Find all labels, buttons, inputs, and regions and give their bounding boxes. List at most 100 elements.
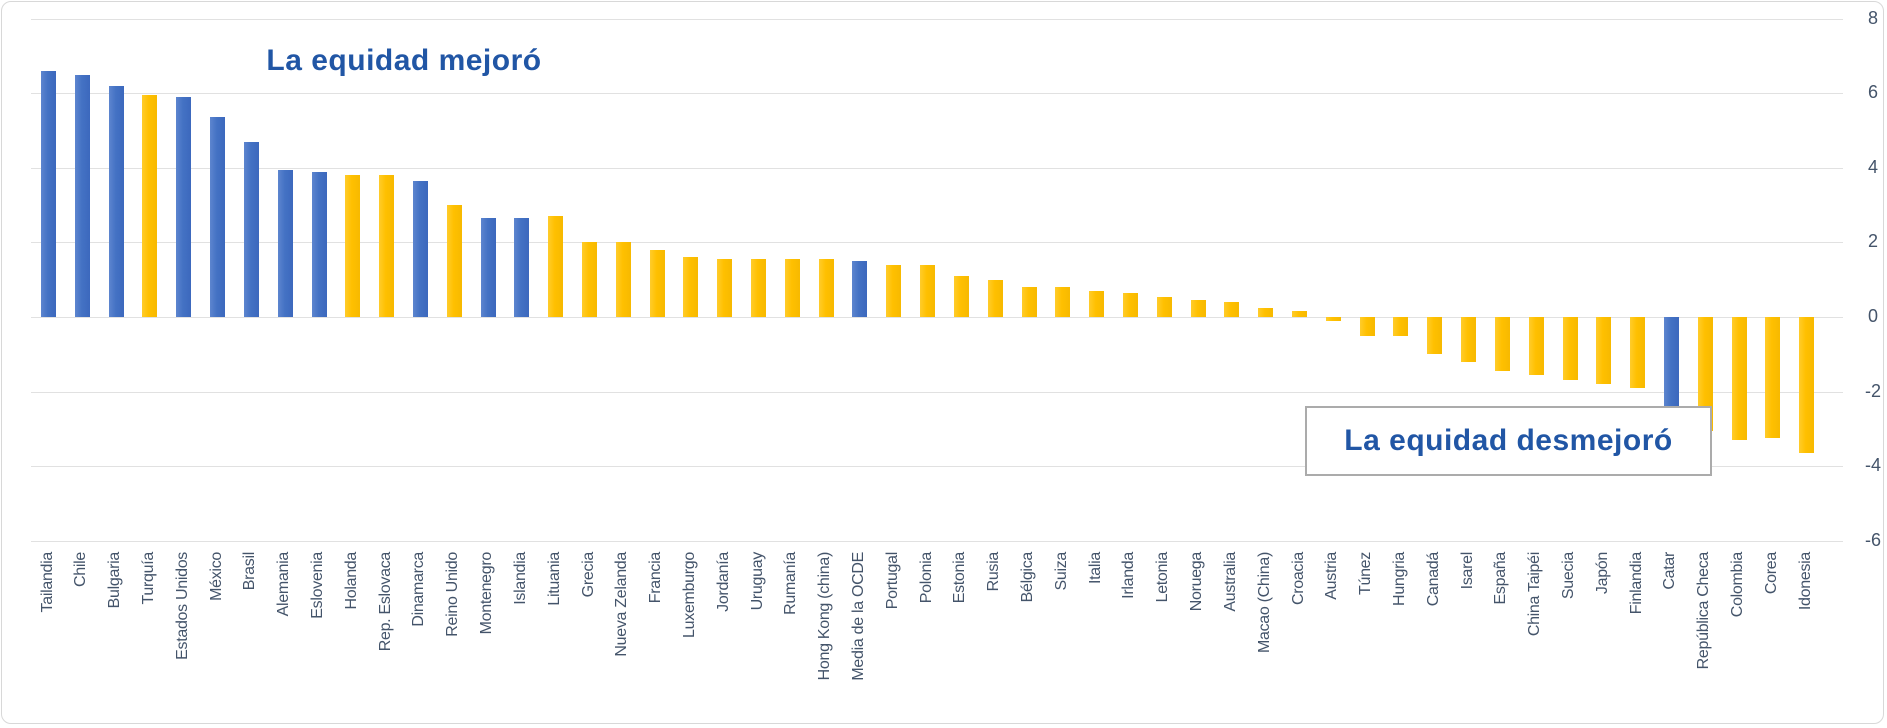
bar-uruguay — [751, 259, 766, 317]
bar-dinamarca — [412, 180, 428, 317]
x-label-lituania: Lituania — [545, 552, 563, 606]
x-label-china-taip-i: China Taipéi — [1526, 552, 1544, 637]
x-label-holanda: Holanda — [342, 552, 360, 610]
x-label-macao-china-: Macao (China) — [1255, 552, 1273, 654]
x-label-alemania: Alemania — [275, 552, 293, 617]
bar-polonia — [920, 264, 936, 317]
x-label-corea: Corea — [1762, 552, 1780, 595]
bar-montenegro — [480, 218, 496, 317]
y-tick-label: 0 — [1867, 306, 1878, 326]
bar-suecia — [1562, 317, 1578, 381]
bar-finlandia — [1630, 317, 1646, 388]
x-label-rusia: Rusia — [985, 552, 1003, 592]
bar-chile — [74, 74, 90, 317]
bar-ruman-a — [784, 259, 800, 317]
x-label-grecia: Grecia — [579, 552, 597, 598]
y-tick-label: -4 — [1864, 455, 1881, 476]
bar-t-nez — [1359, 317, 1375, 336]
x-label-rep-blica-checa: República Checa — [1695, 552, 1713, 670]
x-label-media-de-la-ocde: Media de la OCDE — [849, 552, 867, 681]
bar-jordan-a — [717, 259, 733, 317]
bar-italia — [1089, 290, 1105, 317]
bar-espa-a — [1494, 317, 1510, 372]
gridline-y4 — [31, 167, 1843, 169]
x-label-finlandia: Finlandia — [1627, 552, 1645, 615]
bar-alemania — [277, 169, 293, 317]
y-tick-label: 8 — [1867, 7, 1878, 28]
bar-hungria — [1393, 317, 1409, 336]
bar-turqu-a — [142, 95, 158, 317]
bar-isarel — [1461, 317, 1476, 362]
x-label-t-nez: Túnez — [1357, 552, 1375, 595]
x-label-austria: Austria — [1323, 552, 1341, 600]
y-tick-label: 4 — [1867, 156, 1878, 177]
x-label-italia: Italia — [1086, 552, 1104, 584]
bar-austria — [1325, 317, 1341, 321]
bar-idonesia — [1799, 317, 1815, 454]
gridline-y2 — [31, 242, 1843, 244]
x-label-turqu-a: Turquía — [139, 552, 157, 605]
x-label-m-xico: México — [207, 552, 225, 601]
x-label-dinamarca: Dinamarca — [410, 552, 428, 627]
annotation-equity-improved: La equidad mejoró — [266, 44, 542, 77]
x-label-francia: Francia — [647, 552, 665, 604]
gridline-y8 — [31, 18, 1843, 20]
x-label-montenegro: Montenegro — [478, 552, 495, 635]
bar-luxemburgo — [683, 257, 699, 317]
x-label-rep-eslovaca: Rep. Eslovaca — [376, 552, 394, 652]
bar-portugal — [886, 264, 902, 317]
bar-colombia — [1731, 317, 1747, 441]
gridline-y-6 — [31, 540, 1843, 542]
bar-australia — [1224, 302, 1240, 317]
y-tick-label: -6 — [1864, 529, 1881, 550]
bar-nueva-zelanda — [615, 242, 631, 317]
bar-eslovenia — [311, 171, 327, 317]
bar-estonia — [953, 276, 969, 317]
x-label-polonia: Polonia — [917, 552, 935, 604]
bar-croacia — [1292, 311, 1307, 317]
bar-reino-unido — [446, 205, 462, 317]
x-label-bulgaria: Bulgaria — [106, 552, 124, 609]
bar-tailandia — [41, 70, 56, 317]
bar-china-taip-i — [1528, 317, 1544, 375]
x-label-islandia: Islandia — [511, 552, 529, 605]
bar-brasil — [243, 141, 259, 317]
bar-macao-china- — [1258, 307, 1274, 317]
bar-suiza — [1055, 287, 1071, 317]
x-label-croacia: Croacia — [1289, 552, 1307, 606]
x-label-australia: Australia — [1221, 552, 1239, 612]
x-label-eslovenia: Eslovenia — [309, 552, 326, 619]
bar-canad- — [1427, 317, 1443, 355]
bar-estados-unidos — [176, 96, 192, 317]
x-label-uruguay: Uruguay — [748, 552, 766, 611]
gridline-y6 — [31, 93, 1843, 95]
x-label-b-lgica: Bélgica — [1019, 552, 1036, 603]
gridline-y-4 — [31, 466, 1843, 468]
x-label-hungria: Hungria — [1390, 552, 1408, 606]
y-tick-label: -2 — [1864, 380, 1881, 401]
x-label-luxemburgo: Luxemburgo — [680, 552, 698, 638]
x-label-chile: Chile — [72, 552, 90, 587]
x-label-brasil: Brasil — [241, 552, 259, 591]
x-label-espa-a: España — [1492, 552, 1510, 605]
gridline-y-2 — [31, 391, 1843, 393]
bar-media-de-la-ocde — [852, 261, 868, 317]
y-tick-label: 2 — [1867, 231, 1878, 252]
bar-noruega — [1190, 300, 1206, 317]
gridline-y0 — [31, 317, 1843, 318]
bar-hong-kong-china- — [818, 259, 834, 317]
x-label-catar: Catar — [1661, 552, 1679, 590]
bar-bulgaria — [108, 85, 124, 317]
x-label-tailandia: Tailandia — [38, 552, 56, 613]
x-label-irlanda: Irlanda — [1120, 552, 1138, 599]
x-label-isarel: Isarel — [1458, 552, 1476, 590]
bar-rep-blica-checa — [1697, 317, 1713, 431]
x-label-letonia: Letonia — [1154, 552, 1172, 603]
x-label-colombia: Colombia — [1729, 552, 1746, 618]
bar-grecia — [582, 242, 597, 317]
bar-irlanda — [1122, 292, 1138, 317]
x-label-canad-: Canadá — [1424, 552, 1442, 607]
x-label-portugal: Portugal — [883, 552, 901, 610]
